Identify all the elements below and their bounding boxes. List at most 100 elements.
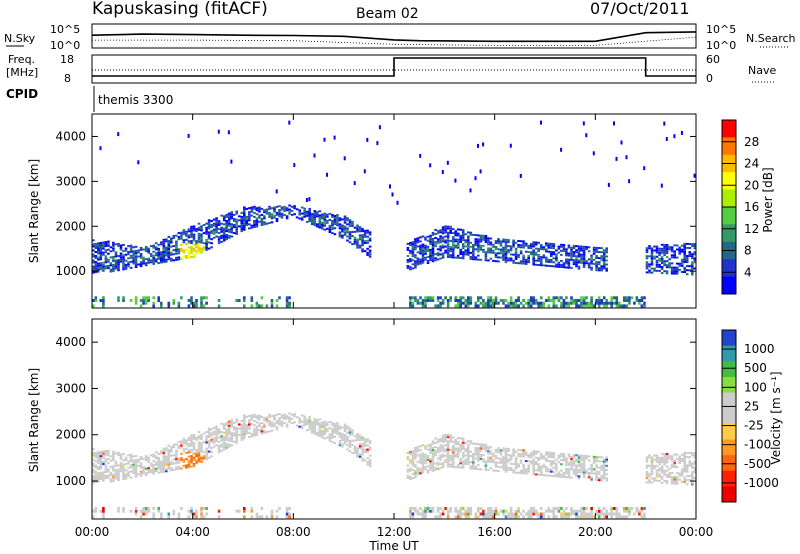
velocity-cell (550, 474, 553, 477)
velocity-cell (240, 438, 244, 441)
velocity-cell (124, 469, 128, 472)
power-cell (670, 250, 674, 253)
velocity-cell (582, 454, 586, 457)
velocity-cell (600, 479, 603, 482)
power-cell (190, 233, 193, 236)
velocity-cell (653, 454, 656, 457)
power-cell (446, 245, 450, 248)
power-cell (343, 215, 347, 218)
velocity-cell (99, 475, 103, 478)
power-cell (446, 239, 450, 242)
power-cell (557, 296, 561, 300)
power-cell (572, 261, 576, 264)
velocity-cell (197, 437, 201, 440)
power-cell (691, 267, 694, 270)
velocity-cell (139, 464, 143, 467)
velocity-cell (409, 453, 412, 456)
power-cell (363, 250, 367, 253)
power-cell (331, 215, 334, 218)
velocity-cell (283, 413, 286, 416)
power-cell (499, 250, 503, 253)
power-cell (477, 246, 480, 249)
velocity-cell (439, 515, 442, 519)
power-cell (97, 268, 100, 271)
power-cell (99, 256, 103, 259)
velocity-cell (436, 461, 440, 464)
velocity-cell (358, 453, 362, 456)
power-cell (680, 244, 684, 247)
power-cell (625, 299, 629, 302)
velocity-cell (353, 435, 357, 438)
power-cell (451, 256, 455, 259)
velocity-cell (429, 447, 432, 450)
power-cell (117, 265, 120, 268)
power-cell (232, 226, 236, 228)
colorbar-swatch (722, 408, 736, 425)
velocity-cell (691, 466, 694, 469)
velocity-cell (467, 446, 470, 449)
power-cell (691, 253, 694, 256)
power-cell (446, 304, 450, 308)
velocity-cell (245, 426, 249, 429)
power-cell (411, 301, 415, 305)
power-cell (600, 255, 603, 258)
power-cell (517, 299, 520, 302)
power-cell (245, 218, 249, 220)
power-cell (265, 222, 269, 225)
velocity-cell (197, 441, 201, 444)
velocity-cell (575, 475, 578, 478)
power-cell (580, 261, 583, 264)
power-cell (92, 255, 95, 258)
velocity-cell (416, 460, 420, 463)
velocity-cell (94, 474, 98, 477)
velocity-cell (673, 482, 676, 485)
velocity-cell (668, 455, 671, 458)
power-cell (625, 304, 629, 308)
power-cell (212, 232, 216, 235)
power-cell (540, 262, 543, 265)
velocity-cell (477, 507, 480, 510)
velocity-cell (99, 457, 103, 460)
power-cell (411, 263, 415, 266)
velocity-cell (202, 507, 206, 510)
power-cell (331, 232, 334, 235)
power-cell (104, 243, 108, 246)
power-cell (132, 250, 135, 253)
velocity-cell (580, 469, 583, 472)
power-cell (366, 231, 369, 234)
power-cell (305, 214, 309, 217)
power-cell (570, 299, 573, 302)
power-cell (665, 248, 669, 250)
velocity-cell (117, 479, 120, 482)
velocity-cell (577, 458, 581, 461)
velocity-cell (210, 440, 213, 443)
velocity-cell (555, 462, 558, 465)
power-cell (479, 234, 483, 237)
velocity-cell (567, 474, 571, 477)
velocity-cell (660, 459, 664, 462)
velocity-cell (366, 450, 369, 453)
power-cell (650, 261, 654, 264)
power-cell (212, 228, 216, 231)
velocity-cell (406, 468, 410, 471)
velocity-cell (268, 419, 271, 422)
velocity-cell (149, 464, 153, 467)
velocity-cell (592, 472, 596, 475)
power-cell (92, 304, 95, 308)
velocity-cell (321, 421, 324, 424)
power-cell (192, 227, 196, 230)
power-cell (650, 255, 654, 258)
velocity-cell (129, 466, 133, 469)
velocity-cell (602, 515, 606, 519)
power-cell (149, 261, 153, 264)
velocity-cell (290, 422, 294, 425)
power-cell (222, 237, 226, 240)
power-cell (250, 224, 254, 227)
velocity-scatter (92, 412, 697, 519)
power-cell (278, 205, 281, 208)
y-tick-label: 1000 (55, 264, 86, 278)
power-cell (529, 296, 533, 300)
power-cell (580, 304, 583, 308)
velocity-cell (572, 472, 576, 475)
velocity-cell (469, 450, 473, 453)
